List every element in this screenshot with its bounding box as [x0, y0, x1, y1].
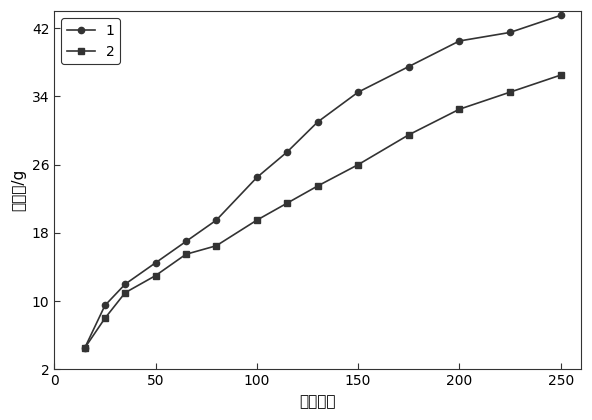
1 [284, 150, 291, 155]
2 [152, 273, 159, 278]
1 [355, 89, 362, 94]
2 [405, 132, 412, 137]
1 [213, 218, 220, 223]
1 [557, 13, 564, 18]
2 [121, 290, 128, 295]
2 [506, 89, 513, 94]
2 [81, 346, 88, 351]
2 [213, 243, 220, 248]
2 [314, 184, 321, 189]
2 [284, 201, 291, 206]
1 [81, 346, 88, 351]
1 [405, 64, 412, 69]
2 [557, 73, 564, 78]
1 [506, 30, 513, 35]
1 [101, 303, 108, 308]
Line: 2: 2 [82, 72, 564, 351]
2 [253, 218, 260, 223]
1 [253, 175, 260, 180]
1 [314, 120, 321, 125]
Legend: 1, 2: 1, 2 [61, 18, 120, 64]
2 [101, 316, 108, 321]
2 [182, 252, 189, 257]
1 [121, 282, 128, 287]
1 [456, 39, 463, 44]
Line: 1: 1 [82, 12, 564, 351]
X-axis label: 循环次数: 循环次数 [300, 394, 336, 409]
Y-axis label: 失水量/g: 失水量/g [11, 169, 26, 211]
2 [456, 107, 463, 112]
2 [355, 162, 362, 167]
1 [152, 260, 159, 265]
1 [182, 239, 189, 244]
